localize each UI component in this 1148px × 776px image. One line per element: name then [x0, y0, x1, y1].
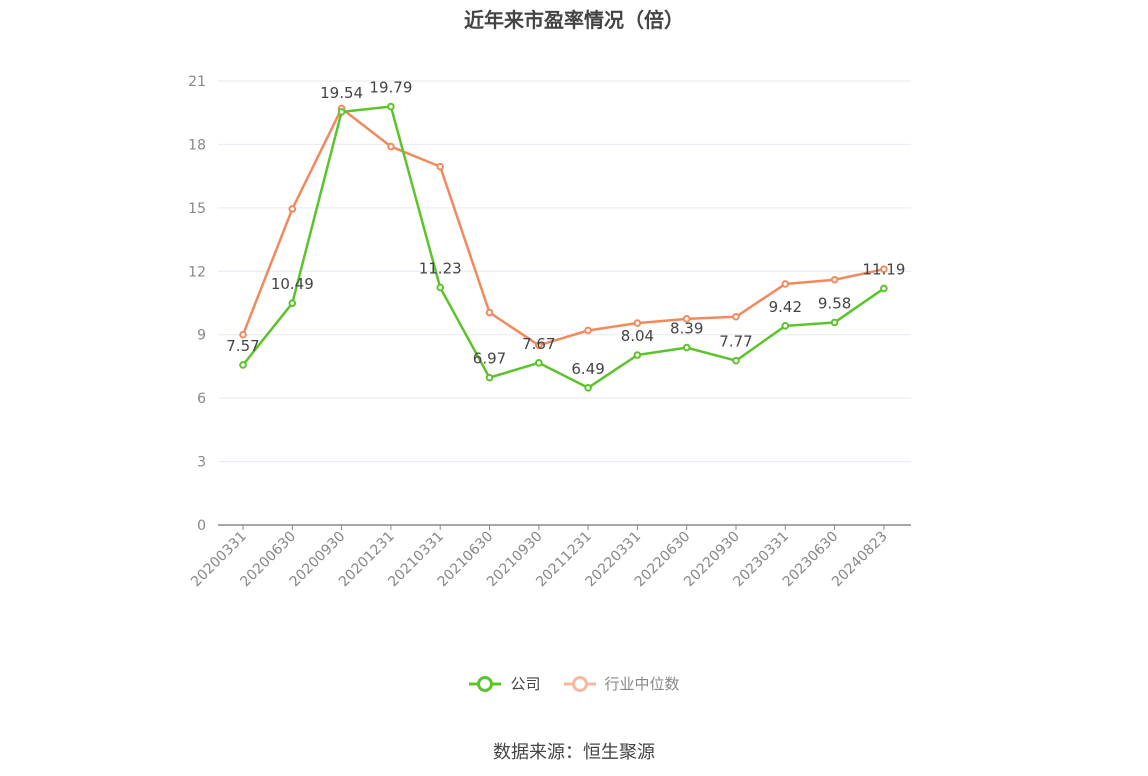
legend-company-marker — [469, 675, 502, 692]
data-point-company — [880, 284, 888, 293]
data-source: 数据来源：恒生聚源 — [493, 742, 655, 763]
data-point-company — [485, 373, 494, 382]
data-point-industry — [239, 330, 247, 339]
y-tick-label: 15 — [188, 201, 206, 217]
y-tick-label: 6 — [197, 391, 206, 407]
series-lines — [239, 102, 888, 392]
data-point-company — [387, 102, 395, 111]
data-label-company: 10.49 — [271, 275, 314, 293]
data-point-industry — [584, 326, 592, 335]
y-tick-label: 18 — [188, 137, 206, 153]
data-point-industry — [288, 205, 297, 213]
y-tick-label: 12 — [188, 264, 206, 280]
y-tick-label: 9 — [197, 328, 206, 344]
data-label-company: 6.49 — [571, 360, 604, 378]
y-tick-label: 0 — [197, 518, 206, 534]
legend: 公司 行业中位数 — [0, 673, 1148, 694]
data-label-company: 8.39 — [670, 320, 703, 338]
legend-industry-label: 行业中位数 — [604, 675, 680, 693]
data-point-company — [239, 361, 247, 369]
chart-title: 近年来市盈率情况（倍） — [464, 8, 684, 32]
data-point-industry — [880, 265, 888, 273]
data-point-industry — [781, 280, 790, 288]
data-point-company — [337, 108, 346, 116]
data-labels: 7.57 10.49 19.54 19.79 11.23 6.97 7.67 6.49 8.04… — [226, 79, 905, 378]
data-label-company: 7.57 — [226, 337, 259, 355]
data-point-company — [288, 299, 297, 308]
data-point-company — [584, 383, 592, 392]
y-tick-label: 3 — [197, 455, 206, 471]
y-tick-label: 21 — [188, 74, 206, 90]
legend-item-company[interactable]: 公司 — [468, 673, 541, 694]
legend-industry-marker — [563, 675, 596, 692]
data-label-company: 9.58 — [818, 294, 851, 312]
legend-item-industry[interactable]: 行业中位数 — [563, 673, 680, 694]
legend-company-label: 公司 — [510, 675, 541, 693]
axes: 0369121518212020033120200630202009302020… — [188, 74, 911, 590]
data-point-industry — [633, 319, 642, 327]
data-point-industry — [682, 315, 691, 323]
data-point-industry — [436, 162, 445, 171]
data-point-industry — [387, 142, 395, 151]
data-point-company — [436, 283, 445, 292]
data-point-company — [535, 359, 543, 367]
data-point-industry — [732, 312, 740, 321]
data-label-company: 6.97 — [473, 350, 506, 368]
series-line-company — [242, 105, 885, 390]
data-label-company: 7.67 — [522, 335, 555, 353]
data-label-company: 11.23 — [419, 260, 462, 278]
data-point-industry — [535, 341, 543, 350]
data-point-industry — [485, 308, 494, 317]
data-label-company: 9.42 — [769, 298, 802, 316]
grid-lines — [218, 80, 911, 463]
data-label-company: 8.04 — [621, 327, 654, 345]
data-label-company: 19.79 — [369, 79, 412, 97]
data-point-industry — [830, 275, 839, 284]
series-line-industry — [241, 107, 885, 347]
data-label-company: 7.77 — [719, 333, 752, 351]
data-label-company: 19.54 — [320, 84, 363, 102]
data-point-company — [682, 343, 691, 352]
data-point-company — [732, 356, 740, 365]
data-point-company — [781, 322, 790, 330]
data-point-company — [830, 318, 839, 327]
data-point-company — [633, 351, 642, 359]
data-label-company: 11.19 — [862, 260, 905, 278]
